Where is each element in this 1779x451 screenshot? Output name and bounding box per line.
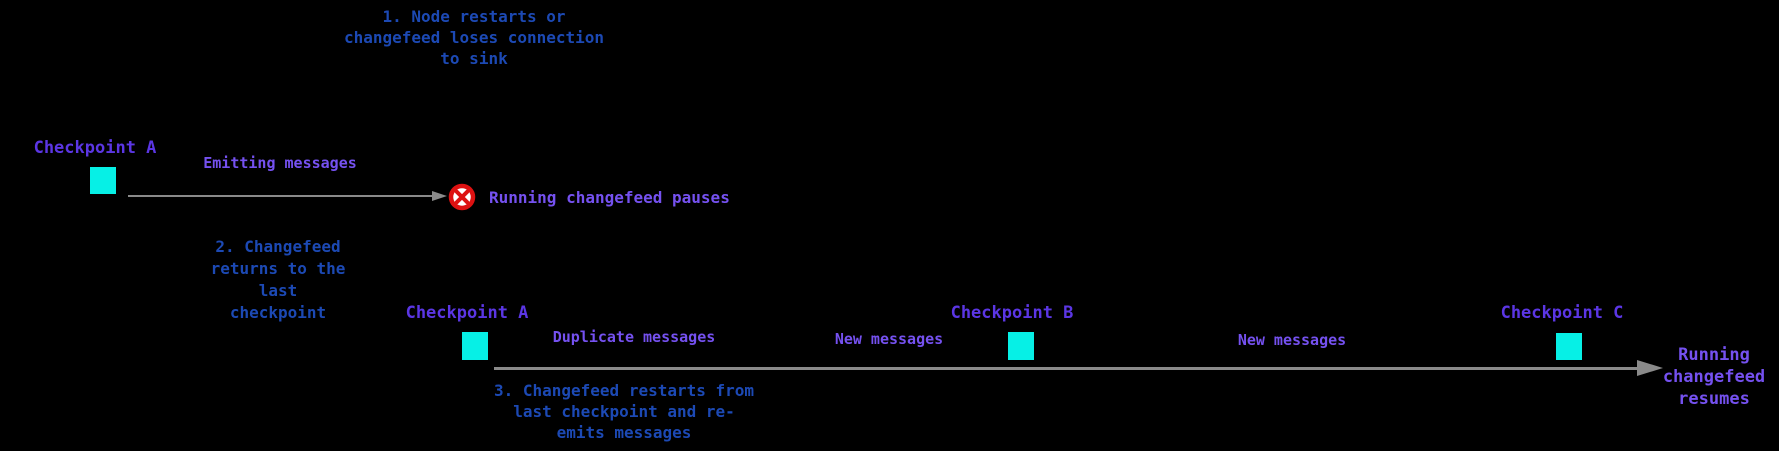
checkpoint-c-label: Checkpoint C <box>1500 303 1624 323</box>
new-messages-2-label: New messages <box>1237 331 1347 349</box>
timeline-arrow-bottom <box>494 367 1638 370</box>
emitting-messages-label: Emitting messages <box>203 154 357 172</box>
step-2-annotation: 2. Changefeed returns to the last checkp… <box>210 237 346 322</box>
duplicate-messages-label: Duplicate messages <box>552 328 716 346</box>
checkpoint-a-label-top: Checkpoint A <box>33 138 157 158</box>
timeline-arrow-top <box>128 195 434 197</box>
timeline-arrow-bottom-head <box>1637 360 1663 376</box>
checkpoint-a-marker-bottom <box>462 332 488 360</box>
checkpoint-a-label-bottom: Checkpoint A <box>405 303 529 323</box>
checkpoint-b-label: Checkpoint B <box>950 303 1074 323</box>
resumes-label: Running changefeed resumes <box>1662 345 1766 409</box>
checkpoint-b-marker <box>1008 332 1034 360</box>
timeline-arrow-top-head <box>432 191 447 201</box>
checkpoint-c-marker <box>1556 333 1582 360</box>
step-3-annotation: 3. Changefeed restarts from last checkpo… <box>493 381 755 442</box>
pauses-label: Running changefeed pauses <box>489 188 730 207</box>
new-messages-1-label: New messages <box>834 330 944 348</box>
step-1-annotation: 1. Node restarts or changefeed loses con… <box>343 7 605 68</box>
checkpoint-a-marker-top <box>90 167 116 194</box>
error-x-icon <box>448 183 476 211</box>
